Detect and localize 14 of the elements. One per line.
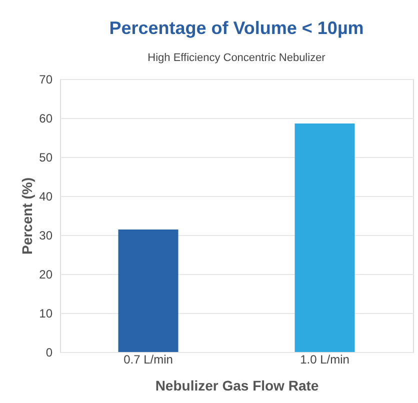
y-tick-label: 70 [39, 72, 53, 86]
y-tick-label: 40 [39, 190, 53, 204]
y-tick-label: 10 [39, 306, 53, 320]
x-tick-label: 1.0 L/min [300, 352, 350, 366]
x-tick-label: 0.7 L/min [124, 352, 173, 366]
y-tick-label: 20 [39, 268, 53, 282]
chart-subtitle: High Efficiency Concentric Nebulizer [148, 52, 326, 64]
y-tick-label: 50 [39, 150, 53, 164]
y-tick-label: 30 [39, 228, 53, 242]
y-tick-label: 0 [46, 346, 53, 360]
y-tick-label: 60 [39, 112, 53, 126]
y-axis-title: Percent (%) [19, 177, 36, 255]
chart-title: Percentage of Volume < 10µm [109, 18, 364, 38]
x-axis-title: Nebulizer Gas Flow Rate [155, 378, 319, 394]
